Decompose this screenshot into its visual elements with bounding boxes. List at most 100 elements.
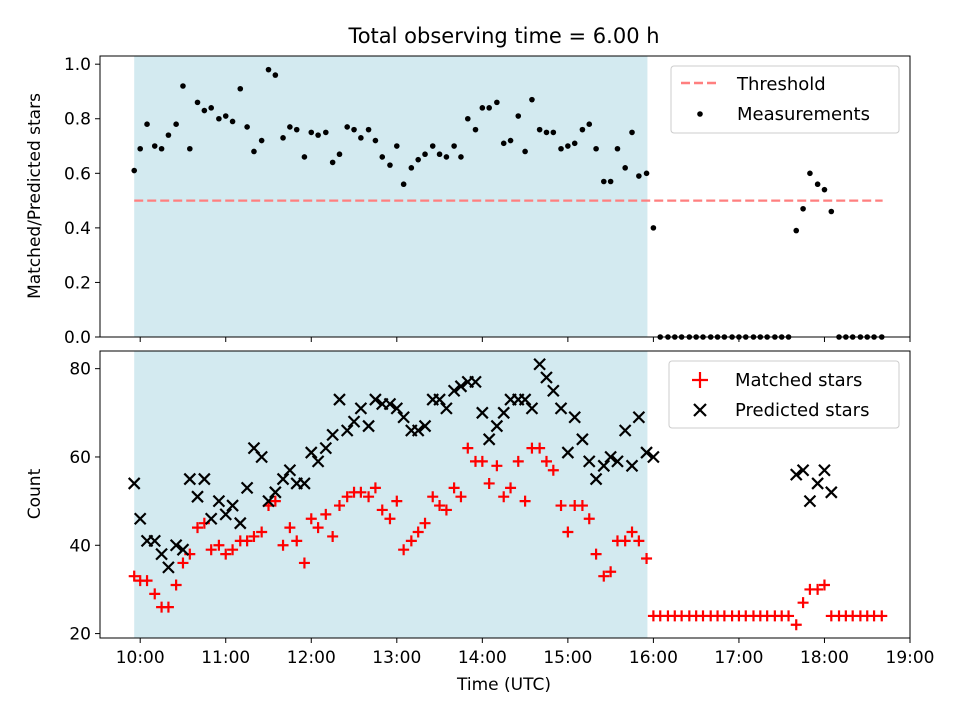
measurement-point — [828, 208, 835, 215]
predicted-star-point — [311, 455, 325, 468]
matched-star-point — [312, 522, 324, 534]
matched-star-point — [162, 601, 174, 613]
predicted-star-point — [469, 375, 482, 389]
observing-window-band — [134, 56, 648, 337]
measurement-point — [579, 126, 586, 133]
predicted-star-point — [418, 419, 432, 433]
predicted-star-point — [340, 424, 354, 437]
predicted-star-point — [347, 415, 361, 428]
predicted-star-point — [155, 547, 168, 561]
measurement-point — [451, 143, 457, 149]
matched-star-point — [534, 442, 546, 454]
measurement-point — [251, 148, 257, 155]
predicted-star-point — [183, 472, 197, 486]
predicted-star-point — [269, 486, 282, 499]
matched-star-point — [626, 526, 638, 538]
measurement-point — [522, 148, 528, 155]
legend-predicted-swatch — [693, 403, 707, 417]
y-tick-label: 0.8 — [64, 110, 91, 130]
measurement-point — [323, 129, 329, 136]
matched-star-point — [590, 548, 602, 560]
matched-star-point — [177, 557, 189, 569]
y-tick-label: 20 — [69, 625, 91, 645]
predicted-star-point — [198, 472, 211, 486]
matched-star-point — [498, 491, 510, 503]
predicted-star-point — [369, 393, 382, 406]
predicted-star-point — [411, 424, 425, 437]
ratio-panel-y-ticks: 0.0 0.2 0.4 0.6 0.8 1.0 — [64, 55, 100, 348]
ratio-panel-x-ticks — [139, 337, 911, 342]
matched-star-point — [333, 500, 345, 512]
y-tick-label: 80 — [69, 360, 91, 380]
matched-star-point — [241, 535, 253, 547]
predicted-star-point — [283, 463, 297, 477]
measurement-point — [315, 132, 321, 138]
matched-star-point — [170, 579, 182, 591]
measurement-point — [216, 115, 222, 122]
predicted-star-point — [304, 446, 318, 459]
predicted-star-point — [219, 508, 233, 521]
matched-star-point — [327, 530, 339, 542]
x-tick-label: 19:00 — [886, 648, 935, 668]
predicted-star-points — [127, 357, 838, 574]
measurement-point — [571, 140, 578, 147]
matched-star-point — [641, 553, 653, 565]
matched-star-point — [384, 513, 396, 525]
measurement-point — [408, 165, 415, 171]
legend-matched-swatch — [692, 372, 708, 388]
matched-star-point — [398, 544, 410, 556]
predicted-star-point — [611, 455, 624, 468]
measurement-point — [464, 115, 471, 122]
measurement-point — [472, 126, 479, 133]
measurement-point — [436, 151, 443, 158]
observing-window-band — [134, 351, 648, 638]
matched-star-point — [305, 513, 317, 525]
measurement-point — [586, 121, 593, 128]
predicted-star-point — [811, 477, 824, 490]
predicted-star-point — [647, 450, 660, 464]
measurement-point — [222, 113, 229, 119]
measurement-point — [636, 173, 642, 179]
matched-star-point — [491, 460, 503, 472]
matched-star-point — [405, 535, 417, 547]
measurement-point — [158, 145, 165, 152]
measurement-point — [151, 143, 158, 149]
measurement-point — [137, 145, 144, 152]
matched-star-point — [555, 500, 567, 512]
matched-star-point — [355, 486, 367, 498]
chart-title: Total observing time = 6.00 h — [347, 24, 659, 48]
measurement-point — [344, 124, 350, 130]
measurement-point — [287, 124, 293, 130]
count-legend: Matched stars Predicted stars — [668, 360, 900, 429]
matched-star-point — [633, 535, 645, 547]
predicted-star-point — [176, 543, 190, 556]
matched-star-point — [476, 455, 488, 467]
y-tick-label: 0.2 — [64, 273, 91, 293]
legend-matched-label: Matched stars — [735, 370, 862, 391]
measurement-point — [536, 126, 543, 133]
matched-star-point — [483, 477, 495, 489]
measurement-point — [814, 181, 821, 188]
matched-star-point — [605, 566, 617, 578]
measurement-point — [422, 151, 428, 158]
matched-star-point — [462, 442, 474, 454]
measurement-point — [429, 143, 436, 149]
measurement-point — [650, 225, 657, 231]
predicted-star-point — [818, 463, 831, 477]
predicted-star-point — [127, 477, 141, 490]
predicted-star-point — [204, 512, 218, 526]
measurement-points — [131, 66, 885, 340]
measurement-point — [614, 145, 621, 152]
matched-star-point — [427, 491, 439, 503]
matched-star-point — [256, 526, 268, 538]
matched-star-point — [220, 548, 232, 560]
predicted-star-point — [383, 397, 397, 411]
measurement-point — [507, 137, 514, 144]
matched-star-point — [269, 495, 281, 507]
measurement-point — [800, 205, 806, 212]
measurement-point — [415, 156, 421, 163]
predicted-star-point — [454, 380, 468, 393]
matched-star-point — [619, 535, 631, 547]
matched-star-point — [376, 504, 388, 516]
